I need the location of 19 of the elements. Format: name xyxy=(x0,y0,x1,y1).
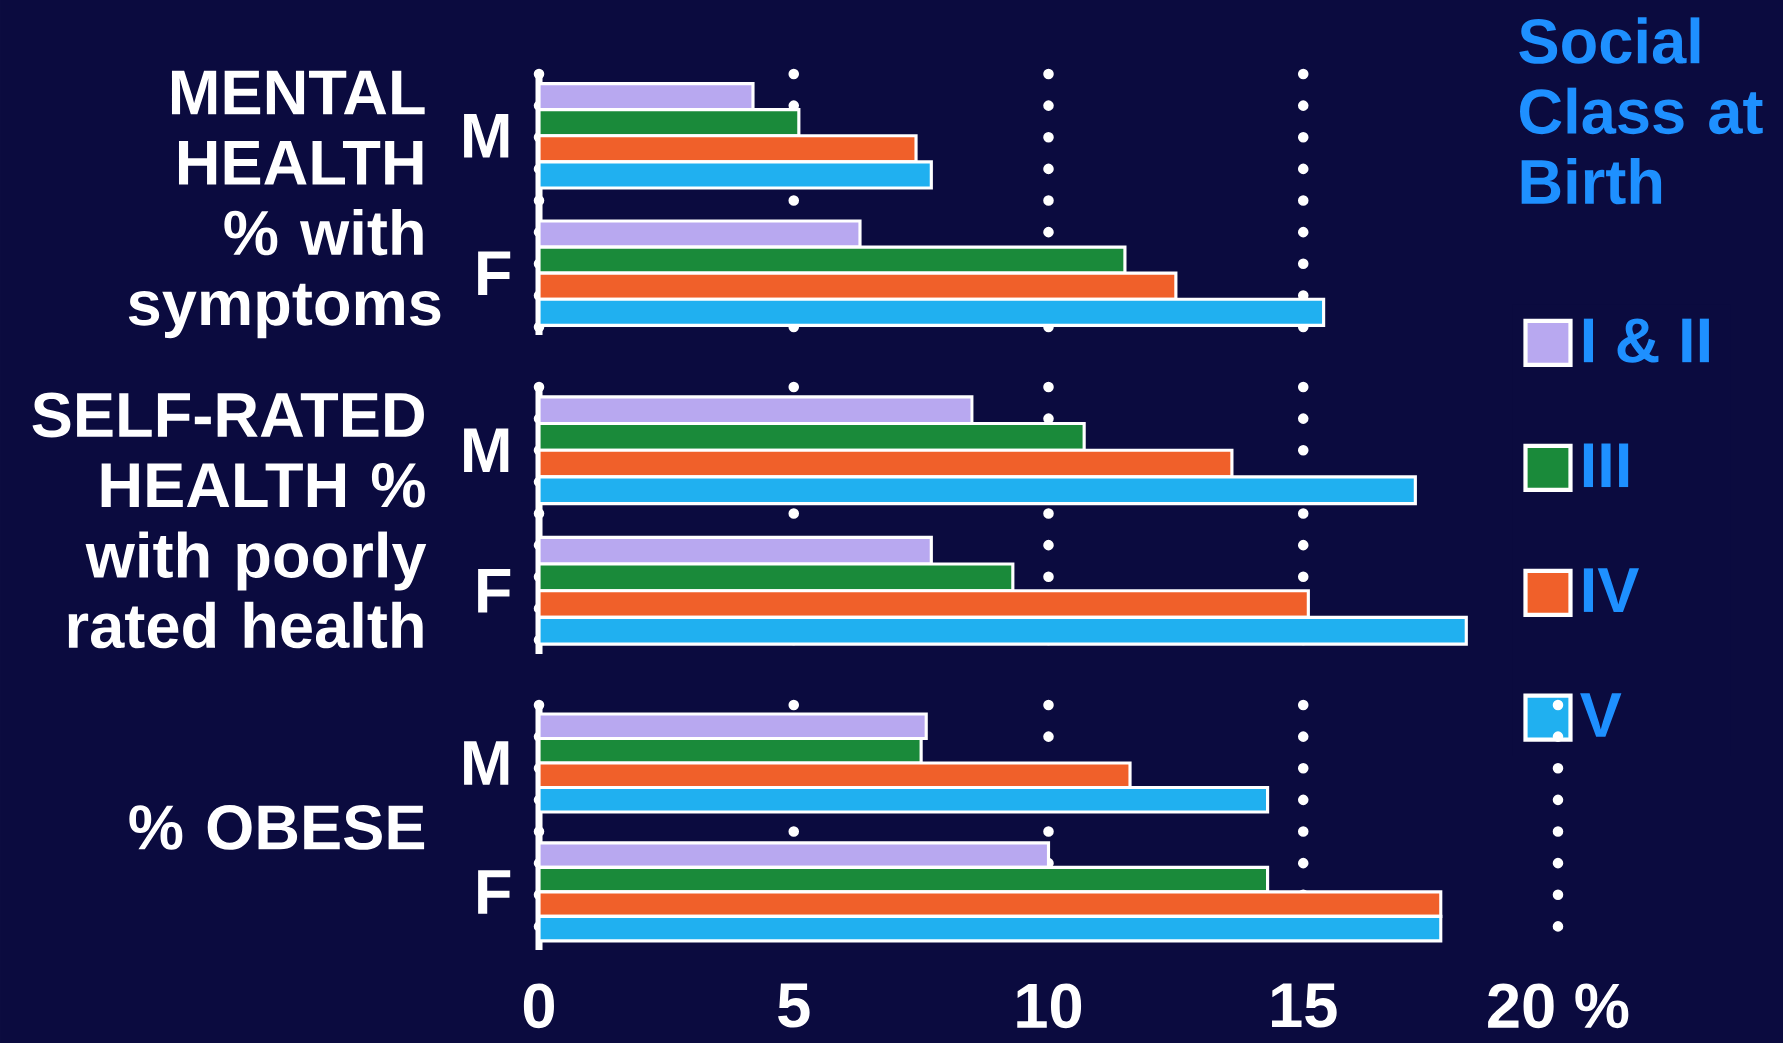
y-tick-label: F xyxy=(478,568,511,613)
x-tick-label: 20 % xyxy=(1488,983,1629,1029)
y-tick-label: F xyxy=(478,870,511,914)
x-tick-label: 0 xyxy=(523,983,554,1029)
x-tick-label: 5 xyxy=(778,983,810,1028)
x-tick-label: 10 xyxy=(1017,983,1082,1029)
legend-title: Social Class at Birth xyxy=(1519,17,1763,205)
y-tick-label: M xyxy=(464,741,509,785)
y-tick-label: M xyxy=(464,428,509,472)
y-tick-label: M xyxy=(464,114,509,158)
x-tick-label: 15 xyxy=(1272,983,1337,1028)
y-axis-title: % OBESE xyxy=(129,805,425,850)
y-tick-label: F xyxy=(478,251,511,295)
y-axis-title: MENTAL HEALTH % with symptoms xyxy=(128,70,441,339)
y-axis-title: SELF-RATED HEALTH % with poorly rated health xyxy=(32,392,427,649)
legend-label: III xyxy=(1583,443,1629,488)
legend-label: IV xyxy=(1583,568,1639,612)
legend-label: I & II xyxy=(1583,318,1709,363)
legend-label: V xyxy=(1580,693,1622,737)
